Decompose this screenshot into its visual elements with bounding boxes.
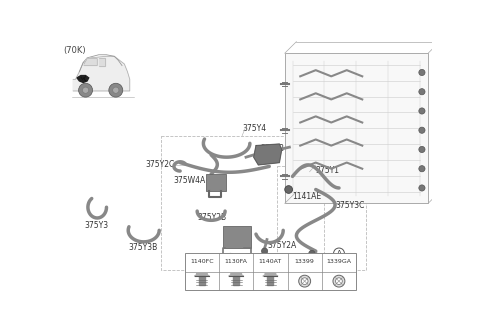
Circle shape: [109, 83, 123, 97]
Polygon shape: [73, 56, 130, 91]
Circle shape: [334, 248, 345, 259]
Circle shape: [419, 146, 425, 153]
Polygon shape: [267, 276, 274, 285]
Circle shape: [419, 70, 425, 75]
Text: A: A: [228, 256, 233, 262]
Polygon shape: [194, 273, 209, 276]
Bar: [206, 174, 226, 191]
Text: 13399: 13399: [295, 259, 314, 264]
Polygon shape: [254, 144, 282, 165]
Circle shape: [419, 185, 425, 191]
Text: 375Y3B: 375Y3B: [128, 243, 157, 253]
Bar: [185, 254, 356, 290]
Text: 375Y2A: 375Y2A: [268, 241, 297, 250]
Text: 375Y1: 375Y1: [316, 166, 340, 175]
Text: A: A: [336, 250, 341, 256]
Text: 1130FA: 1130FA: [225, 259, 248, 264]
Circle shape: [262, 248, 268, 254]
Polygon shape: [77, 75, 89, 82]
Circle shape: [419, 108, 425, 114]
Polygon shape: [99, 58, 105, 66]
Text: 1140AT: 1140AT: [259, 259, 282, 264]
Polygon shape: [199, 276, 205, 285]
Text: 375Y3C: 375Y3C: [335, 201, 364, 210]
Text: 375Y2: 375Y2: [260, 144, 284, 153]
Circle shape: [285, 186, 292, 194]
Circle shape: [79, 83, 93, 97]
Text: 375Y2B: 375Y2B: [197, 213, 227, 222]
Circle shape: [333, 275, 345, 287]
Polygon shape: [228, 273, 244, 276]
Circle shape: [299, 275, 311, 287]
Bar: [223, 226, 251, 248]
Bar: [277, 166, 366, 270]
Text: 375Y3: 375Y3: [85, 221, 109, 230]
Text: 375V5: 375V5: [216, 257, 241, 266]
Circle shape: [419, 89, 425, 95]
Text: (70K): (70K): [63, 46, 86, 54]
Text: 375Y4: 375Y4: [242, 124, 266, 133]
Circle shape: [336, 278, 342, 284]
Circle shape: [419, 166, 425, 172]
Text: 375W4A: 375W4A: [173, 176, 206, 185]
Text: 1141AE: 1141AE: [292, 192, 322, 201]
Text: 375Y2C: 375Y2C: [145, 160, 175, 169]
Polygon shape: [233, 276, 239, 285]
Circle shape: [83, 87, 89, 93]
Text: 1339GA: 1339GA: [326, 259, 351, 264]
Circle shape: [309, 250, 315, 256]
Circle shape: [113, 87, 119, 93]
Bar: [285, 53, 428, 203]
Polygon shape: [84, 59, 97, 66]
Circle shape: [225, 254, 236, 264]
Text: 1140FC: 1140FC: [190, 259, 214, 264]
Polygon shape: [263, 273, 278, 276]
Bar: [161, 135, 324, 270]
Circle shape: [419, 127, 425, 133]
Circle shape: [301, 278, 308, 284]
